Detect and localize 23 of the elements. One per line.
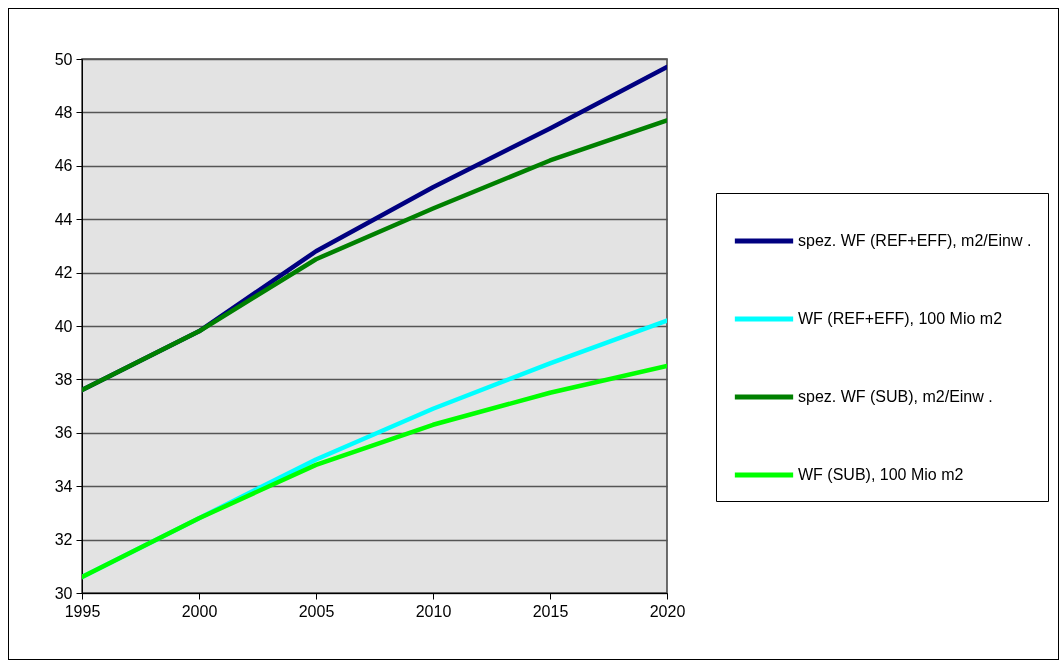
y-tick-label: 42 [54, 264, 73, 282]
y-tick-label: 34 [54, 477, 73, 495]
y-tick-label: 36 [54, 424, 73, 442]
y-tick-label: 44 [54, 210, 73, 228]
x-tick-label: 1995 [64, 602, 101, 620]
x-tick-label: 2010 [415, 602, 452, 620]
legend-label: spez. WF (SUB), m2/Einw . [798, 388, 993, 405]
y-tick-label: 40 [54, 317, 73, 335]
y-tick-label: 46 [54, 157, 73, 175]
y-tick-label: 32 [54, 531, 73, 549]
x-tick-label: 2000 [181, 602, 218, 620]
y-tick-label: 30 [54, 584, 73, 602]
x-tick-label: 2015 [532, 602, 569, 620]
x-tick-label: 2005 [298, 602, 335, 620]
legend-label: WF (SUB), 100 Mio m2 [798, 466, 964, 483]
y-tick-label: 50 [54, 50, 73, 68]
legend-label: WF (REF+EFF), 100 Mio m2 [798, 310, 1003, 327]
y-tick-label: 48 [54, 103, 73, 121]
legend-label: spez. WF (REF+EFF), m2/Einw . [798, 232, 1032, 249]
x-tick-label: 2020 [649, 602, 686, 620]
y-tick-label: 38 [54, 370, 73, 388]
line-series [82, 363, 667, 580]
line-series [82, 118, 667, 393]
